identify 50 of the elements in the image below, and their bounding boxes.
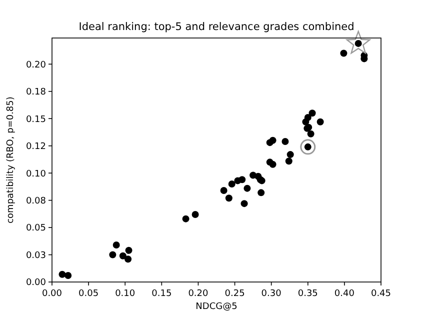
y-axis-title: compatibility (RBO, p=0.85) (6, 96, 16, 224)
point (112, 241, 120, 248)
point (124, 256, 132, 263)
point (300, 139, 316, 155)
x-tick-label: 0.10 (115, 289, 136, 299)
point (228, 180, 236, 188)
y-tick-label: 0.15 (26, 114, 46, 125)
point (285, 158, 292, 165)
point (266, 139, 274, 146)
x-tick-label: 0.40 (334, 289, 355, 299)
y-tick-label: 0.20 (26, 60, 46, 70)
chart-title: Ideal ranking: top-5 and relevance grades combined (78, 21, 354, 33)
x-tick-label: 0.30 (261, 289, 282, 299)
point (58, 270, 66, 278)
point (109, 251, 116, 258)
x-tick-label: 0.00 (42, 289, 62, 299)
point (64, 272, 72, 279)
y-tick-label: 0.00 (26, 278, 46, 288)
point (119, 252, 126, 260)
x-axis-title: NDCG@5 (196, 302, 238, 312)
x-tick-label: 0.15 (152, 289, 172, 299)
y-tick-label: 0.08 (26, 196, 46, 207)
y-tick-label: 0.05 (26, 224, 46, 234)
point (220, 187, 228, 194)
point (346, 30, 370, 54)
point (238, 176, 246, 184)
y-tick-label: 0.12 (26, 142, 46, 152)
point (282, 138, 289, 145)
point (192, 210, 199, 218)
point (125, 246, 132, 254)
x-tick-label: 0.05 (78, 289, 99, 299)
point (302, 118, 310, 126)
point (244, 184, 251, 192)
y-tick-label: 0.03 (26, 250, 46, 261)
x-tick-label: 0.35 (298, 289, 318, 299)
x-tick-label: 0.25 (224, 289, 245, 299)
point (316, 118, 324, 126)
point (182, 215, 190, 222)
point (240, 200, 248, 208)
y-tick-label: 0.10 (26, 169, 46, 180)
point (307, 130, 314, 138)
point (286, 151, 294, 158)
point (340, 50, 348, 57)
x-tick-label: 0.20 (188, 289, 209, 299)
point (258, 189, 265, 196)
y-tick-label: 0.18 (26, 88, 46, 98)
point (308, 110, 316, 117)
point (269, 160, 276, 168)
x-tick-label: 0.45 (370, 289, 392, 299)
point (225, 194, 232, 202)
